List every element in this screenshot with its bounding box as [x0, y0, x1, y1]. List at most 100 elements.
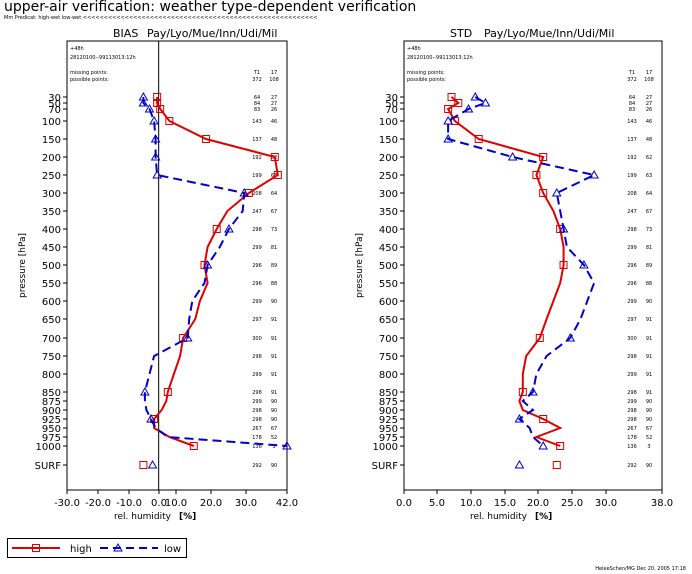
- legend-items: high low: [12, 542, 181, 555]
- count-value: 192: [627, 155, 637, 161]
- page-title: upper-air verification: weather type-dep…: [4, 0, 417, 15]
- x-axis-unit: [%]: [179, 512, 196, 522]
- count-value: 48: [271, 137, 277, 143]
- data-point-low: [565, 332, 576, 342]
- x-tick-label: 10.0: [460, 498, 482, 509]
- x-axis-label: rel. humidity: [470, 512, 528, 522]
- count-value: 298: [252, 227, 262, 233]
- count-value: 52: [271, 435, 277, 441]
- count-value: 90: [646, 408, 652, 414]
- count-value: 90: [646, 417, 652, 423]
- y-tick-label: SURF: [35, 461, 62, 472]
- count-value: 267: [252, 426, 262, 432]
- count-value: 90: [271, 463, 277, 469]
- count-value: 88: [646, 281, 652, 287]
- count-value: 64: [254, 95, 260, 101]
- y-tick-label: 500: [42, 261, 61, 272]
- count-value: 3: [272, 444, 275, 450]
- count-value: 73: [646, 227, 652, 233]
- count-value: 298: [252, 354, 262, 360]
- y-tick-label: 70: [385, 105, 398, 116]
- lead-time: +48h: [70, 46, 84, 52]
- y-tick-label: 350: [42, 207, 61, 218]
- data-point-low: [182, 332, 193, 342]
- data-point-low: [528, 386, 538, 396]
- count-value: 299: [627, 399, 637, 405]
- y-tick-label: 750: [379, 352, 398, 363]
- count-value: 299: [252, 372, 262, 378]
- x-axis-label: rel. humidity: [114, 512, 172, 522]
- y-tick-label: 200: [42, 153, 61, 164]
- count-value: 27: [646, 95, 652, 101]
- possible-label: possible points:: [407, 77, 446, 83]
- data-point-high: [559, 261, 568, 269]
- possible-count: 108: [269, 77, 279, 83]
- count-value: 89: [646, 263, 652, 269]
- legend: [7, 538, 187, 558]
- count-value: 208: [627, 191, 637, 197]
- data-point-low: [138, 97, 149, 107]
- plot-frame: [403, 40, 663, 491]
- series-line-low: [447, 96, 598, 447]
- count-value: 178: [252, 435, 262, 441]
- y-tick-label: 300: [379, 189, 398, 200]
- count-value: 292: [627, 463, 637, 469]
- panel-bias: BIAS Pay/Lyo/Mue/Inn/Udi/Mil +48h 28120100-…: [18, 27, 298, 522]
- data-point-high: [447, 93, 456, 101]
- panel-region: Pay/Lyo/Mue/Inn/Udi/Mil: [147, 27, 277, 40]
- count-value: 299: [627, 299, 637, 305]
- y-tick-label: 50: [385, 99, 398, 110]
- x-tick-label: 10.0: [165, 498, 187, 509]
- count-value: 26: [271, 107, 277, 113]
- y-tick-label: 450: [379, 243, 398, 254]
- count-value: 208: [252, 191, 262, 197]
- y-tick-label: 950: [42, 424, 61, 435]
- count-value: 90: [271, 299, 277, 305]
- data-point-high: [139, 461, 148, 469]
- data-point-low: [224, 223, 234, 233]
- data-point-high: [444, 105, 453, 113]
- data-point-low: [150, 133, 161, 143]
- data-point-high: [556, 442, 565, 450]
- y-tick-label: 750: [42, 352, 61, 363]
- count-value: 67: [271, 426, 277, 432]
- panel-title: BIAS: [113, 27, 138, 40]
- panel-region: Pay/Lyo/Mue/Inn/Udi/Mil: [484, 27, 614, 40]
- y-tick-label: 1000: [373, 442, 398, 453]
- x-tick-label: 30.0: [595, 498, 617, 509]
- count-value: 48: [646, 137, 652, 143]
- y-tick-label: 550: [379, 279, 398, 290]
- data-point-low: [150, 151, 161, 161]
- data-point-high: [535, 334, 544, 342]
- count-value: 296: [252, 281, 262, 287]
- y-tick-label: 500: [379, 261, 398, 272]
- x-tick-label: 38.0: [651, 498, 673, 509]
- y-tick-label: 600: [379, 297, 398, 308]
- count-value: 88: [271, 281, 277, 287]
- count-value: 247: [627, 209, 637, 215]
- data-point-low: [239, 187, 250, 197]
- y-tick-label: 925: [379, 415, 398, 426]
- y-tick-label: 900: [379, 406, 398, 417]
- count-value: 178: [627, 435, 637, 441]
- data-point-low: [443, 115, 453, 125]
- count-value: 26: [646, 107, 652, 113]
- count-value: 83: [629, 107, 635, 113]
- count-value: 299: [627, 245, 637, 251]
- x-tick-label: 30.0: [235, 498, 257, 509]
- count-value: 300: [252, 336, 262, 342]
- count-value: 62: [646, 155, 652, 161]
- count-value: 298: [252, 408, 262, 414]
- count-value: 267: [627, 426, 637, 432]
- y-axis-label: pressure [hPa]: [18, 233, 28, 298]
- data-point-high: [202, 135, 211, 143]
- count-value: 299: [627, 372, 637, 378]
- count-value: 67: [646, 426, 652, 432]
- y-tick-label: 875: [379, 397, 398, 408]
- y-tick-label: 925: [42, 415, 61, 426]
- possible-count: 372: [252, 77, 262, 83]
- y-tick-label: 850: [379, 388, 398, 399]
- count-value: 46: [646, 119, 652, 125]
- data-point-low: [514, 459, 525, 469]
- count-value: 199: [252, 173, 262, 179]
